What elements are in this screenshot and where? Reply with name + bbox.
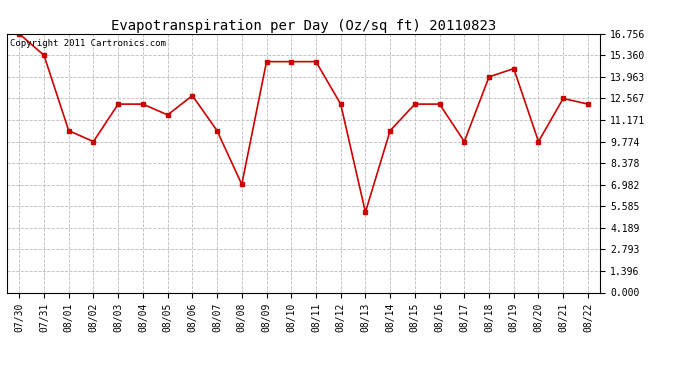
Text: Copyright 2011 Cartronics.com: Copyright 2011 Cartronics.com [10,39,166,48]
Title: Evapotranspiration per Day (Oz/sq ft) 20110823: Evapotranspiration per Day (Oz/sq ft) 20… [111,19,496,33]
